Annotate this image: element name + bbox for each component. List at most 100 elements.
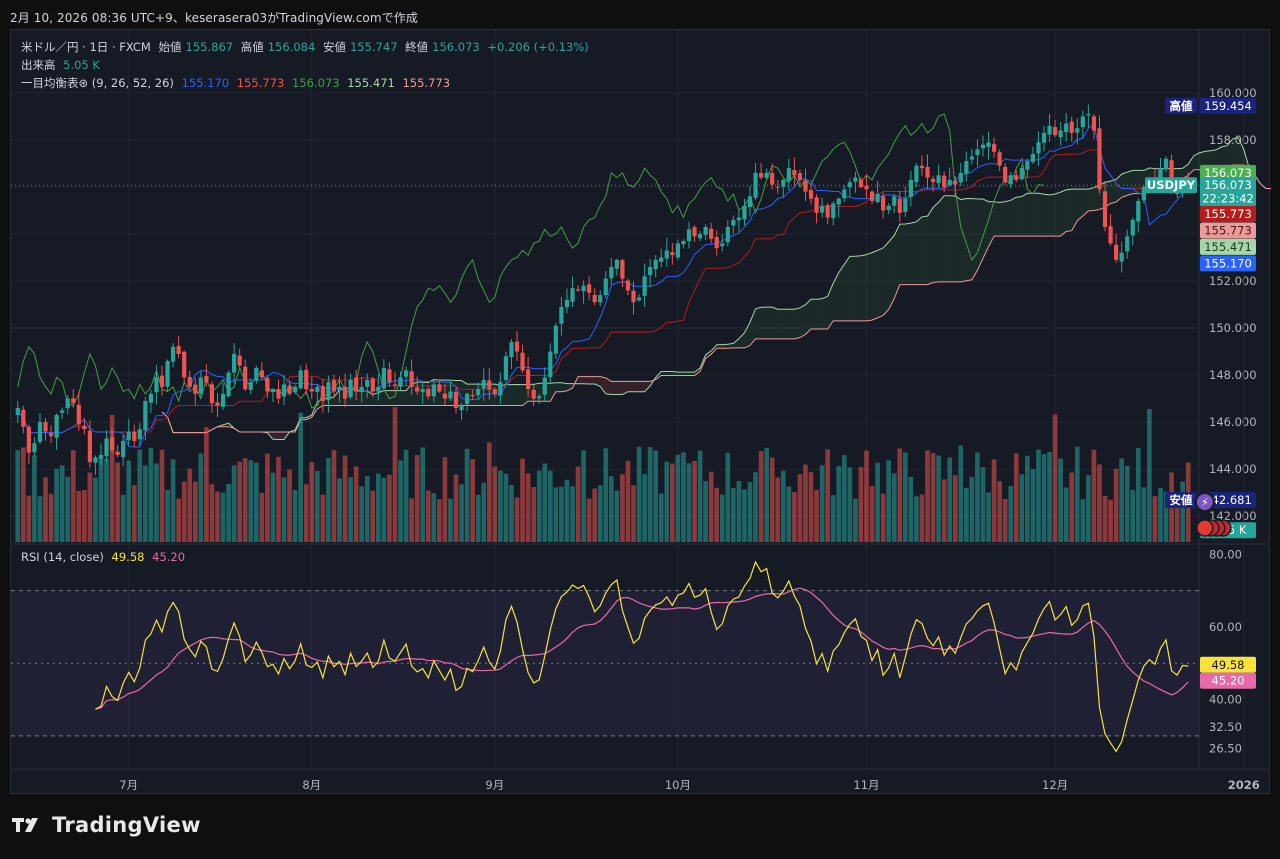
volume-bar [1163, 491, 1169, 542]
candle-body [1102, 191, 1108, 227]
volume-bar [686, 463, 692, 542]
candle-body [958, 172, 963, 183]
cloud-segment [905, 223, 911, 285]
symbol-legend[interactable]: 米ドル／円 · 1日 · FXCM 始値 155.867 高値 156.084 安値… [21, 39, 593, 55]
candle-body [1080, 116, 1085, 128]
candle-body [365, 379, 370, 387]
candle-body [736, 217, 742, 221]
ichimoku-span-b-line [161, 164, 1271, 434]
volume-bar [869, 486, 875, 542]
time-tick-label: 10月 [665, 778, 691, 792]
candle-body [1114, 244, 1119, 260]
cloud-segment [827, 283, 834, 330]
chart-frame[interactable]: 160.000158.000156.000154.000152.000150.0… [10, 29, 1271, 795]
cloud-segment [611, 381, 617, 395]
cloud-segment [1005, 200, 1011, 237]
volume-bar [1174, 499, 1180, 542]
rsi-badge: 49.58 [1200, 656, 1256, 673]
candle-body [1169, 160, 1174, 190]
candle-body [453, 391, 459, 408]
volume-bar [980, 467, 986, 542]
tradingview-logo[interactable]: TradingView [12, 813, 201, 837]
volume-bar [403, 449, 409, 542]
candle-body [853, 177, 858, 182]
volume-bar [331, 450, 337, 542]
cloud-segment [733, 338, 739, 348]
cloud-segment [1132, 170, 1139, 194]
volume-bar [126, 460, 132, 542]
cloud-segment [550, 382, 556, 402]
candle-body [648, 266, 653, 276]
candle-body [109, 437, 115, 451]
volume-bar [1069, 472, 1075, 542]
volume-bar [270, 472, 276, 542]
candle-body [631, 290, 636, 303]
cloud-segment [1093, 185, 1100, 211]
badge-value-bg [1200, 672, 1256, 689]
cloud-segment [849, 256, 856, 321]
candle-body [354, 377, 359, 392]
candle-body [548, 351, 553, 378]
cloud-segment [1116, 174, 1122, 202]
cloud-segment [644, 381, 651, 392]
badge-value-bg [1200, 190, 1256, 207]
cloud-segment [916, 216, 922, 285]
cloud-segment [755, 307, 762, 339]
volume-bar [758, 451, 764, 542]
cloud-segment [705, 350, 712, 359]
cloud-segment [799, 304, 806, 338]
volume-legend[interactable]: 出来高 5.05 K [21, 57, 104, 73]
cloud-segment [1060, 189, 1067, 237]
candle-body [370, 378, 375, 392]
ichimoku-label: 一目均衡表⊛ (9, 26, 52, 26) [21, 76, 174, 90]
cloud-segment [1021, 193, 1028, 237]
volume-bar [670, 463, 675, 542]
candle-body [919, 165, 925, 169]
rsi-legend[interactable]: RSI (14, close) 49.58 45.20 [21, 550, 189, 564]
volume-bar [381, 477, 387, 542]
candle-body [692, 227, 697, 237]
volume-bar [492, 466, 498, 542]
price-badge: 156.073 [1200, 164, 1256, 181]
volume-bar [70, 450, 76, 542]
volume-bar [1097, 464, 1102, 542]
candle-body [731, 219, 736, 226]
volume-bar [503, 473, 509, 542]
cloud-segment [356, 389, 362, 406]
volume-bar [342, 455, 348, 542]
candle-body [908, 179, 913, 197]
candle-body [570, 288, 575, 302]
open-value: 155.867 [185, 40, 234, 54]
candle-body [664, 250, 669, 259]
ichimoku-chikou-line [17, 113, 1045, 409]
candle-body [925, 166, 930, 178]
badge-value: 155.170 [1204, 256, 1252, 270]
chart-canvas[interactable]: 160.000158.000156.000154.000152.000150.0… [11, 30, 1271, 795]
candle-body [575, 289, 581, 291]
candle-body [309, 388, 314, 392]
volume-bar [242, 458, 248, 542]
candle-body [564, 299, 570, 308]
symbol-title[interactable]: 米ドル／円 · 1日 · FXCM [21, 40, 151, 54]
volume-bar [547, 470, 553, 542]
ichimoku-cloud [162, 137, 1266, 440]
volume-bar [836, 466, 842, 542]
candle-body [897, 198, 902, 213]
volume-bar [1063, 487, 1069, 542]
candle-body [581, 285, 586, 292]
volume-bar [631, 485, 636, 542]
tradingview-mark-icon [12, 815, 46, 835]
candle-body [781, 179, 786, 187]
volume-bar [975, 452, 980, 542]
volume-bar [952, 475, 958, 542]
volume-bar [1141, 487, 1147, 542]
volume-bar [575, 466, 581, 542]
volume-bar [597, 485, 603, 542]
candle-body [914, 165, 919, 183]
candle-body [293, 386, 298, 393]
candle-body [248, 382, 253, 390]
ichimoku-legend[interactable]: 一目均衡表⊛ (9, 26, 52, 26) 155.170 155.773 1… [21, 75, 454, 91]
candle-body [32, 443, 37, 453]
volume-label: 出来高 [21, 58, 56, 72]
candle-body [1086, 114, 1091, 116]
